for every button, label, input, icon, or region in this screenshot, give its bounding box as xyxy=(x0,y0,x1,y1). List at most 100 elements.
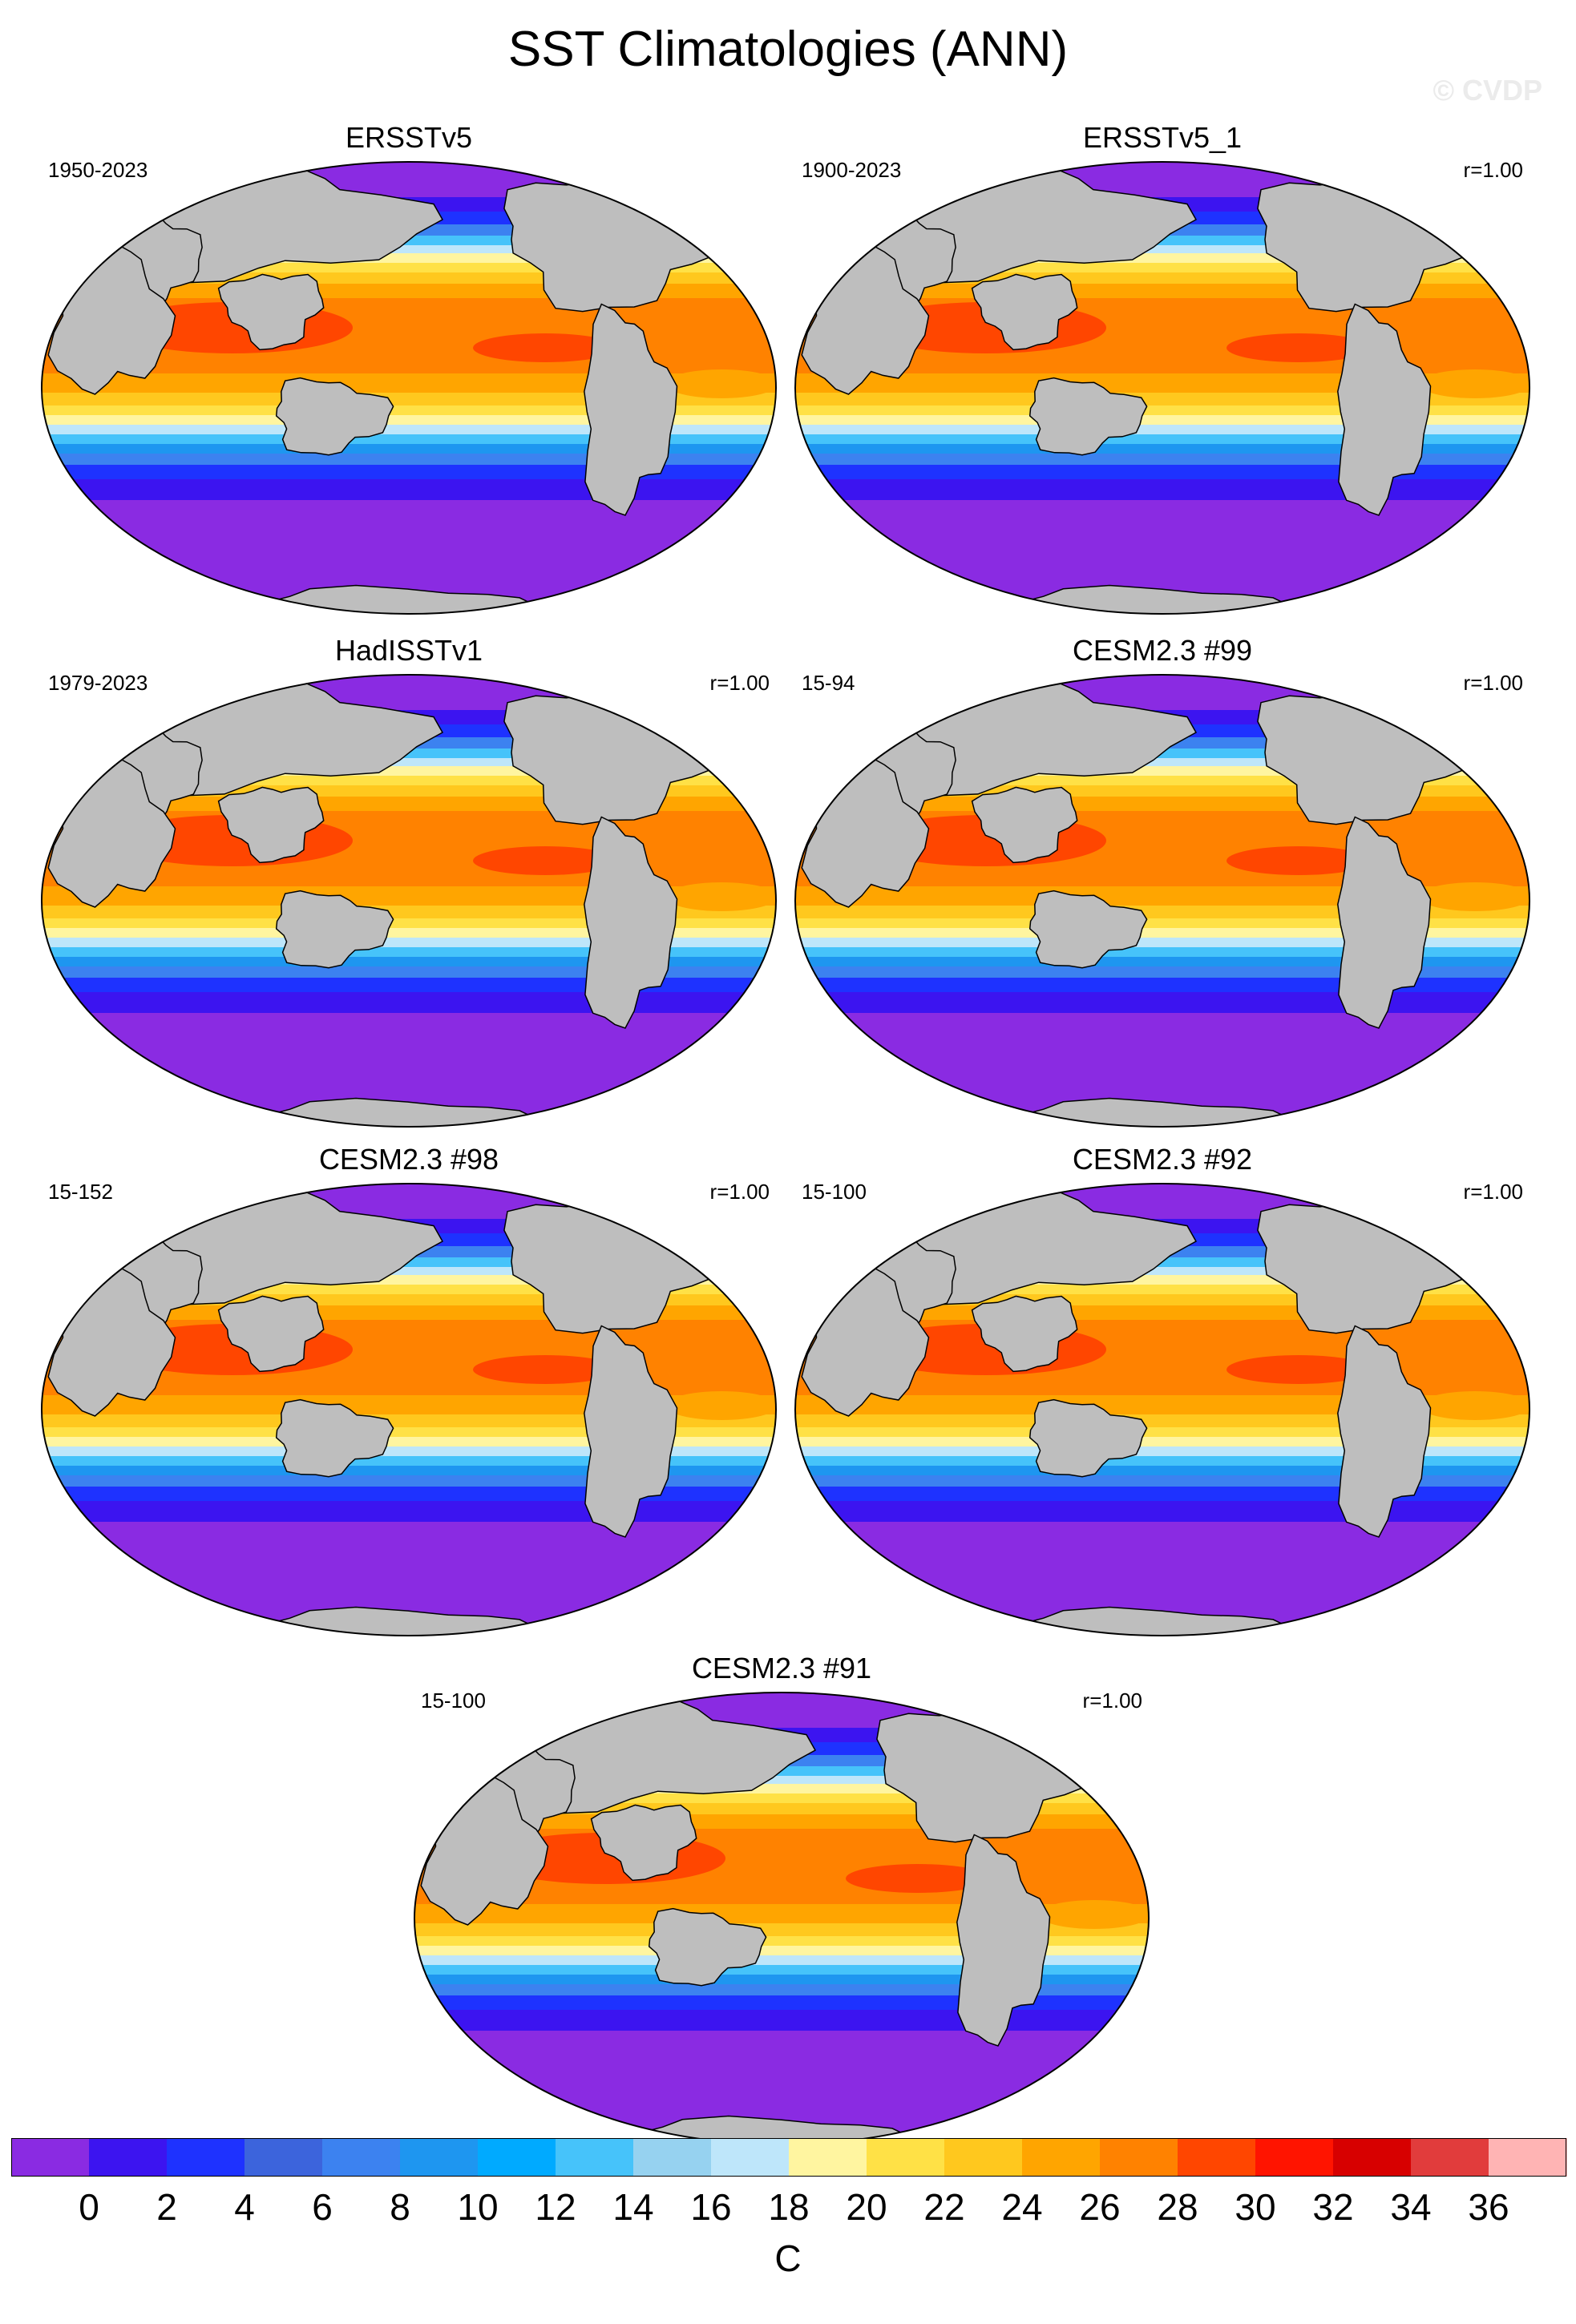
land-mass xyxy=(217,273,325,351)
sst-band xyxy=(414,1975,1149,1985)
sst-band xyxy=(795,1456,1530,1467)
map-panel: CESM2.3 #98 15-152 r=1.00 xyxy=(32,1142,786,1648)
land-mass xyxy=(275,890,394,969)
colorbar xyxy=(11,2138,1567,2177)
colorbar-tick-label: 18 xyxy=(768,2186,810,2228)
map-outline xyxy=(41,1183,777,1636)
sst-band xyxy=(42,465,776,480)
sst-band xyxy=(795,758,1530,767)
warm-pool-patch xyxy=(1419,1391,1530,1420)
colorbar-tick-label: 36 xyxy=(1468,2186,1509,2228)
land-mass xyxy=(648,1907,767,1987)
colorbar-unit: C xyxy=(774,2237,802,2279)
land-mass xyxy=(217,786,325,864)
land-mass xyxy=(217,1295,325,1373)
land-mass xyxy=(1337,303,1432,516)
panel-period: 1979-2023 xyxy=(48,671,148,695)
colorbar-tick-label: 12 xyxy=(535,2186,576,2228)
land-mass xyxy=(673,682,757,744)
sst-band xyxy=(795,957,1530,967)
land-mass xyxy=(971,1295,1078,1373)
colorbar-segment xyxy=(867,2138,945,2177)
panel-correlation: r=1.00 xyxy=(709,1180,770,1204)
warm-pool-patch xyxy=(473,1355,617,1384)
map-panel: ERSSTv5 1950-2023 xyxy=(32,120,786,627)
warm-pool-patch xyxy=(1226,1355,1371,1384)
land-mass xyxy=(1028,1398,1148,1478)
land-mass xyxy=(673,1191,757,1253)
land-mass xyxy=(584,303,678,516)
sst-band xyxy=(795,966,1530,978)
sst-band xyxy=(42,434,776,445)
colorbar-segment xyxy=(556,2138,634,2177)
colorbar-segment xyxy=(1333,2138,1412,2177)
warm-pool-patch xyxy=(1038,1900,1149,1929)
colorbar-segment xyxy=(322,2138,401,2177)
watermark: © CVDP xyxy=(1433,74,1542,107)
sst-map xyxy=(414,1692,1150,2145)
sst-band xyxy=(795,434,1530,445)
land-mass xyxy=(1337,816,1432,1029)
map-outline xyxy=(794,161,1530,615)
land-mass xyxy=(1427,682,1510,744)
warm-pool-patch xyxy=(665,1391,776,1420)
warm-pool-patch xyxy=(665,369,776,398)
panel-period: 1950-2023 xyxy=(48,158,148,182)
panel-title: CESM2.3 #99 xyxy=(1072,634,1253,667)
sst-map xyxy=(794,161,1530,615)
land-mass xyxy=(673,169,757,232)
land-mass xyxy=(584,816,678,1029)
land-mass xyxy=(208,1097,641,1127)
sst-map xyxy=(794,1183,1530,1636)
map-panel: CESM2.3 #99 15-94 r=1.00 xyxy=(786,633,1539,1140)
sst-band xyxy=(42,444,776,454)
panel-period: 15-100 xyxy=(421,1689,486,1713)
sst-band xyxy=(414,1776,1149,1785)
colorbar-frame xyxy=(11,2138,1566,2177)
sst-band xyxy=(42,978,776,993)
panel-period: 15-94 xyxy=(802,671,855,695)
sst-band xyxy=(42,1456,776,1467)
warm-pool-patch xyxy=(665,882,776,911)
map-outline xyxy=(41,674,777,1128)
warm-pool-patch xyxy=(473,846,617,875)
land-mass xyxy=(208,584,641,614)
colorbar-segment xyxy=(1178,2138,1256,2177)
colorbar-segment xyxy=(11,2138,90,2177)
warm-pool-patch xyxy=(846,1864,990,1893)
colorbar-segment xyxy=(1489,2138,1567,2177)
sst-band xyxy=(795,479,1530,501)
colorbar-tick-label: 22 xyxy=(923,2186,965,2228)
sst-band xyxy=(795,992,1530,1014)
sst-band xyxy=(42,1475,776,1487)
sst-map xyxy=(41,1183,777,1636)
colorbar-segment xyxy=(400,2138,479,2177)
sst-map xyxy=(794,674,1530,1128)
colorbar-tick-label: 6 xyxy=(312,2186,333,2228)
sst-band xyxy=(42,479,776,501)
sst-map xyxy=(41,161,777,615)
warm-pool-patch xyxy=(1419,369,1530,398)
colorbar-segment xyxy=(244,2138,323,2177)
colorbar-tick-label: 28 xyxy=(1157,2186,1198,2228)
sst-band xyxy=(795,1466,1530,1476)
map-outline xyxy=(794,1183,1530,1636)
colorbar-tick-label: 10 xyxy=(457,2186,499,2228)
colorbar-tick-label: 32 xyxy=(1312,2186,1354,2228)
sst-band xyxy=(795,1475,1530,1487)
panel-title: ERSSTv5 xyxy=(345,121,473,154)
colorbar-tick-label: 16 xyxy=(690,2186,732,2228)
land-mass xyxy=(971,786,1078,864)
colorbar-segment xyxy=(478,2138,556,2177)
land-mass xyxy=(1337,1325,1432,1538)
colorbar-segment xyxy=(711,2138,790,2177)
sst-band xyxy=(42,966,776,978)
land-mass xyxy=(275,377,394,456)
panel-period: 15-152 xyxy=(48,1180,113,1204)
map-outline xyxy=(41,161,777,615)
land-mass xyxy=(971,273,1078,351)
sst-band xyxy=(795,978,1530,993)
sst-band xyxy=(42,1267,776,1276)
sst-band xyxy=(795,465,1530,480)
sst-band xyxy=(42,957,776,967)
